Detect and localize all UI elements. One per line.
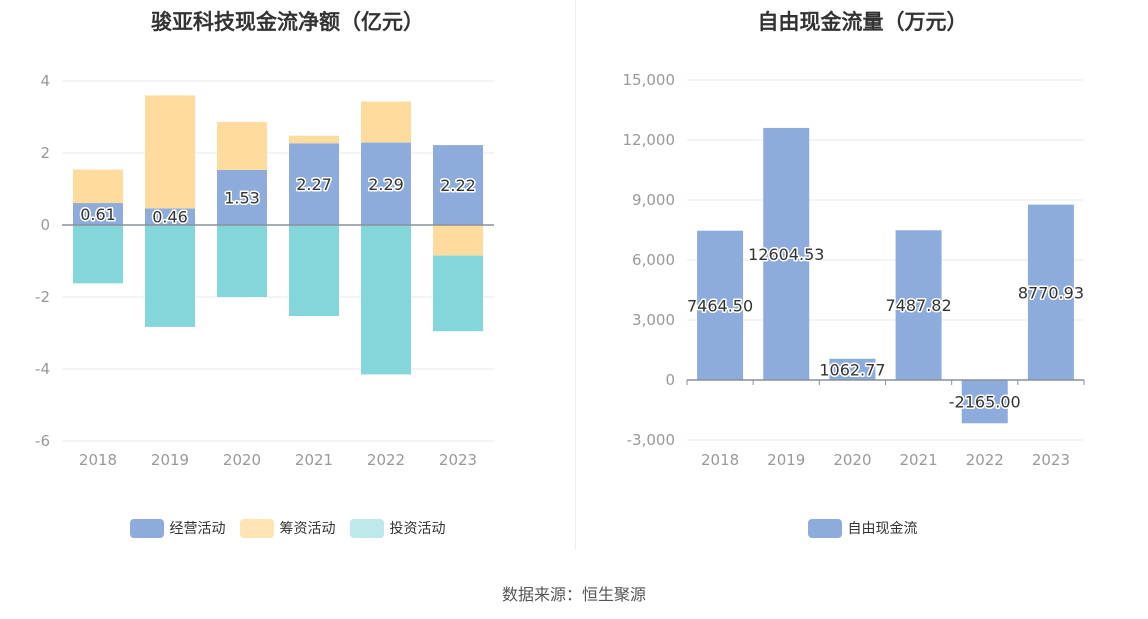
- y-tick-label: -6: [35, 432, 50, 450]
- bar-1-2019: [145, 208, 195, 225]
- chart-title: 自由现金流量（万元）: [757, 10, 968, 34]
- legend-item-investing[interactable]: 投资活动: [349, 518, 446, 538]
- legend-swatch: [807, 518, 842, 538]
- bar-2-2021: [289, 135, 339, 144]
- x-tick-label: 2020: [833, 451, 871, 469]
- x-tick-label: 2020: [223, 451, 261, 469]
- free-cash-flow-plot: -3,000 0 3,000 6,000 9,000 12,000 15,000 2018 20…: [623, 71, 1086, 469]
- bar-1-2023: [1027, 204, 1074, 380]
- bar-1-2023: [433, 145, 483, 225]
- bar-1-2021: [895, 230, 942, 380]
- y-tick-label: 4: [40, 72, 50, 90]
- bar-3-2023: [433, 255, 483, 332]
- y-tick-label: -3,000: [627, 431, 675, 449]
- legend-item-financing[interactable]: 筹资活动: [239, 518, 336, 538]
- x-tick-label: 2018: [701, 451, 739, 469]
- bar-1-2018: [697, 230, 744, 380]
- x-tick-label: 2021: [295, 451, 333, 469]
- bar-1-2022: [361, 142, 411, 225]
- legend: 经营活动 筹资活动 投资活动: [0, 518, 575, 538]
- y-tick-label: -4: [35, 360, 50, 378]
- y-tick-label: 15,000: [623, 71, 676, 89]
- legend-label: 筹资活动: [279, 521, 336, 537]
- bar-3-2021: [289, 225, 339, 317]
- bar-1-2018: [73, 203, 123, 225]
- y-tick-label: 2: [40, 144, 50, 162]
- legend-label: 投资活动: [389, 521, 446, 537]
- bar-1-2019: [763, 127, 810, 381]
- bar-2-2023: [433, 225, 483, 256]
- cash-flow-net-plot: -6 -4 -2 0 2 4 2018 2019 2020 2021 2022 2023 0.61 0.4…: [35, 72, 494, 469]
- bar-2-2022: [361, 101, 411, 143]
- x-tick-label: 2023: [439, 451, 477, 469]
- legend-label: 经营活动: [169, 521, 226, 537]
- y-tick-label: 6,000: [632, 251, 675, 269]
- x-tick-label: 2023: [1032, 451, 1070, 469]
- x-tick-label: 2021: [899, 451, 937, 469]
- bar-3-2022: [361, 225, 411, 375]
- bar-3-2018: [73, 225, 123, 284]
- data-label: 1062.77: [819, 360, 885, 379]
- bar-2-2020: [217, 122, 267, 170]
- data-label: 7487.82: [885, 296, 951, 315]
- legend-swatch: [349, 518, 384, 538]
- y-tick-label: 3,000: [632, 311, 675, 329]
- legend-label: 自由现金流: [847, 521, 918, 537]
- data-label: 12604.53: [748, 245, 824, 264]
- panel-divider: [575, 0, 576, 550]
- bar-3-2020: [217, 225, 267, 297]
- bar-2-2019: [145, 95, 195, 209]
- data-label: 1.53: [224, 188, 260, 207]
- free-cash-flow-chart: 自由现金流量（万元） -3,000 0 3,000 6,000 9,000 12,000 1…: [577, 0, 1148, 560]
- bar-2-2018: [73, 169, 123, 204]
- x-tick-label: 2018: [79, 451, 117, 469]
- y-tick-label: -2: [35, 288, 50, 306]
- legend-item-operating[interactable]: 经营活动: [129, 518, 226, 538]
- data-label: 0.61: [80, 205, 116, 224]
- bar-1-2021: [289, 143, 339, 225]
- data-label: -2165.00: [949, 393, 1021, 412]
- y-tick-label: 9,000: [632, 191, 675, 209]
- x-tick-label: 2019: [767, 451, 805, 469]
- legend-swatch: [239, 518, 274, 538]
- bar-1-2020: [217, 169, 267, 225]
- data-source: 数据来源：恒生聚源: [501, 585, 646, 604]
- bar-1-2022: [961, 380, 1008, 424]
- x-tick-label: 2022: [367, 451, 405, 469]
- data-label: 2.22: [440, 176, 476, 195]
- data-label: 0.46: [152, 208, 188, 227]
- y-tick-label: 0: [665, 371, 675, 389]
- chart-title: 骏亚科技现金流净额（亿元）: [151, 10, 424, 34]
- bar-3-2019: [145, 225, 195, 327]
- data-label: 7464.50: [687, 296, 753, 315]
- x-tick-label: 2019: [151, 451, 189, 469]
- legend: 自由现金流: [577, 518, 1148, 538]
- bar-1-2020: [829, 358, 876, 380]
- y-tick-label: 12,000: [623, 131, 676, 149]
- data-label: 2.29: [368, 175, 404, 194]
- legend-item-free-cash-flow[interactable]: 自由现金流: [807, 518, 918, 538]
- data-label: 8770.93: [1018, 283, 1084, 302]
- cash-flow-net-chart: 骏亚科技现金流净额（亿元） -6 -4 -2 0 2 4 2018 2019 2020 2021 2…: [0, 0, 575, 560]
- legend-swatch: [129, 518, 164, 538]
- data-label: 2.27: [296, 175, 332, 194]
- x-tick-label: 2022: [966, 451, 1004, 469]
- y-tick-label: 0: [40, 216, 50, 234]
